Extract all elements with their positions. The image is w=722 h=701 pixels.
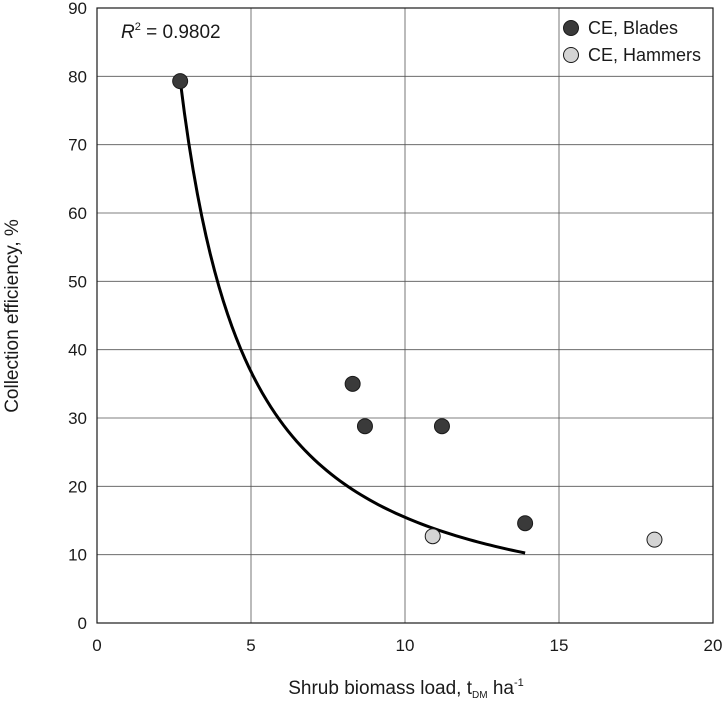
point-blades — [344, 375, 361, 392]
y-tick-label: 80 — [68, 67, 87, 86]
legend-label-blades: CE, Blades — [588, 18, 678, 38]
y-tick-label: 30 — [68, 409, 87, 428]
plot-frame — [96, 7, 714, 624]
r-squared-annotation: R2 = 0.9802 — [121, 21, 221, 43]
y-tick-label: 0 — [78, 614, 87, 633]
x-tick-label: 0 — [92, 636, 101, 655]
trendline — [178, 79, 526, 555]
x-tick-labels: 0 5 10 15 20 — [92, 636, 722, 655]
grid-lines — [96, 7, 714, 624]
point-blades — [172, 73, 189, 90]
y-tick-label: 10 — [68, 546, 87, 565]
x-tick-label: 15 — [550, 636, 569, 655]
x-axis-title: Shrub biomass load, tDM ha-1 — [288, 677, 524, 701]
y-tick-label: 20 — [68, 477, 87, 496]
r-letter: R — [121, 22, 135, 43]
y-tick-label: 70 — [68, 136, 87, 155]
point-blades — [517, 515, 534, 532]
r-superscript: 2 — [135, 21, 141, 33]
legend-label-hammers: CE, Hammers — [588, 45, 701, 65]
x-tick-label: 5 — [246, 636, 255, 655]
point-blades — [356, 418, 373, 435]
x-tick-label: 10 — [396, 636, 415, 655]
r-value: = 0.9802 — [141, 22, 221, 43]
y-tick-label: 90 — [68, 0, 87, 18]
y-axis-title: Collection efficiency, % — [2, 219, 23, 413]
y-tick-label: 50 — [68, 272, 87, 291]
legend-marker-blades — [563, 20, 579, 36]
legend-marker-hammers — [563, 47, 579, 63]
legend: CE, Blades CE, Hammers — [563, 18, 701, 65]
y-tick-label: 60 — [68, 204, 87, 223]
data-points — [172, 73, 663, 548]
point-hammers — [424, 528, 441, 545]
y-tick-labels: 0 10 20 30 40 50 60 70 80 90 — [68, 0, 87, 633]
y-tick-label: 40 — [68, 341, 87, 360]
x-tick-label: 20 — [704, 636, 722, 655]
point-hammers — [646, 531, 663, 548]
trendline-group — [178, 79, 526, 555]
point-blades — [433, 418, 450, 435]
